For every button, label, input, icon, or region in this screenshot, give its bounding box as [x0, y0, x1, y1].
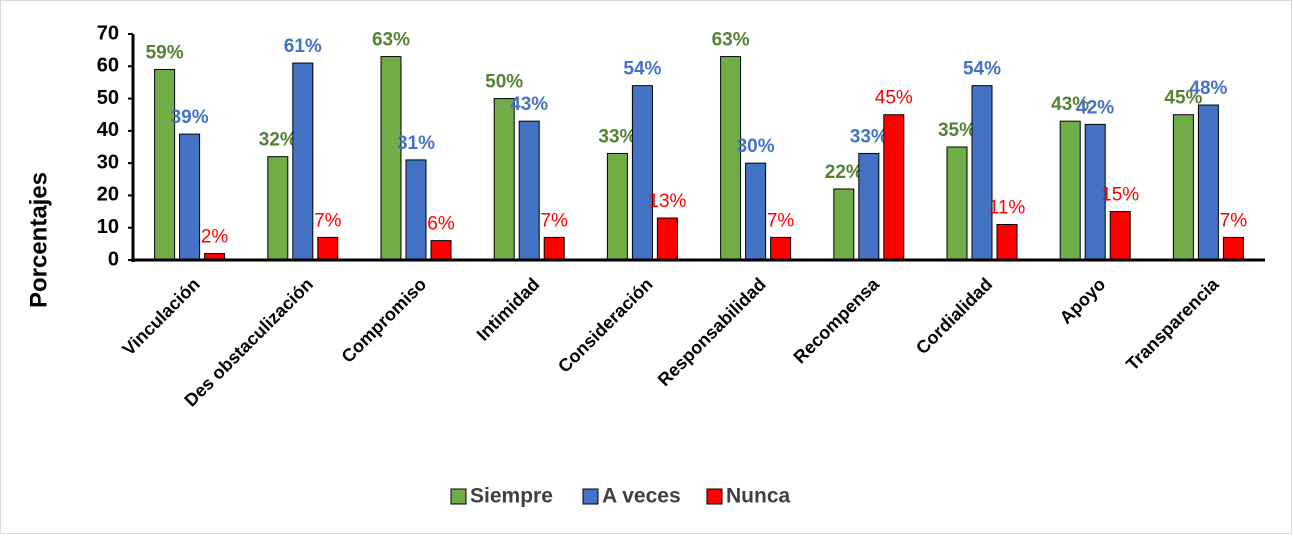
data-label: 7%	[1220, 210, 1248, 231]
data-label: 30%	[737, 136, 775, 157]
data-label: 15%	[1101, 185, 1139, 206]
bar	[883, 114, 905, 261]
bar	[317, 236, 339, 261]
data-label: 63%	[372, 30, 410, 51]
bar	[1172, 114, 1194, 261]
bar	[996, 223, 1018, 261]
legend-label: Siempre	[470, 485, 553, 508]
data-label: 13%	[648, 191, 686, 212]
bar	[858, 152, 880, 261]
bar	[154, 69, 176, 261]
bar	[1059, 120, 1081, 261]
data-label: 33%	[598, 126, 636, 147]
legend-swatch	[706, 488, 723, 505]
data-label: 43%	[1051, 94, 1089, 115]
data-label: 42%	[1076, 97, 1114, 118]
data-label: 54%	[623, 59, 661, 80]
bar	[518, 120, 540, 261]
data-label: 45%	[875, 88, 913, 109]
data-label: 54%	[963, 59, 1001, 80]
data-label: 59%	[146, 43, 184, 64]
bar	[631, 85, 653, 261]
data-label: 2%	[201, 227, 229, 248]
y-tick-label: 50	[97, 87, 119, 109]
y-tick-label: 70	[97, 22, 119, 44]
bar	[543, 236, 565, 261]
bar	[656, 217, 678, 261]
data-label: 48%	[1189, 78, 1227, 99]
y-tick-label: 40	[97, 119, 119, 141]
legend-swatch	[450, 488, 467, 505]
bar	[770, 236, 792, 261]
y-tick-label: 0	[108, 248, 119, 270]
bar	[833, 188, 855, 261]
y-axis-title: Porcentajes	[25, 172, 52, 308]
data-label: 32%	[259, 130, 297, 151]
bar	[745, 162, 767, 261]
bar	[1197, 104, 1219, 261]
bar	[380, 56, 402, 261]
bar	[405, 159, 427, 261]
legend-swatch	[582, 488, 599, 505]
y-tick-label: 20	[97, 184, 119, 206]
data-label: 11%	[989, 198, 1026, 219]
bar	[179, 133, 201, 261]
data-label: 39%	[171, 107, 209, 128]
y-tick-label: 10	[97, 216, 119, 238]
data-label: 7%	[767, 210, 795, 231]
data-label: 22%	[825, 162, 863, 183]
data-label: 50%	[485, 72, 523, 93]
data-label: 7%	[540, 210, 568, 231]
bar	[606, 152, 628, 261]
data-label: 61%	[284, 36, 322, 57]
data-label: 6%	[427, 214, 455, 235]
bar	[493, 98, 515, 261]
data-label: 35%	[938, 120, 976, 141]
bar	[946, 146, 968, 261]
data-label: 33%	[850, 126, 888, 147]
bar	[971, 85, 993, 261]
legend-label: A veces	[602, 485, 681, 508]
bar	[267, 156, 289, 261]
y-tick-label: 30	[97, 151, 119, 173]
bar	[430, 240, 452, 261]
data-label: 63%	[712, 30, 750, 51]
data-label: 45%	[1164, 88, 1202, 109]
bar	[1222, 236, 1244, 261]
data-label: 7%	[314, 210, 342, 231]
bar	[1109, 211, 1131, 261]
data-label: 43%	[510, 94, 548, 115]
bar	[292, 62, 314, 261]
data-label: 31%	[397, 133, 435, 154]
legend-label: Nunca	[726, 485, 791, 508]
bar	[720, 56, 742, 261]
y-tick-label: 60	[97, 55, 119, 77]
